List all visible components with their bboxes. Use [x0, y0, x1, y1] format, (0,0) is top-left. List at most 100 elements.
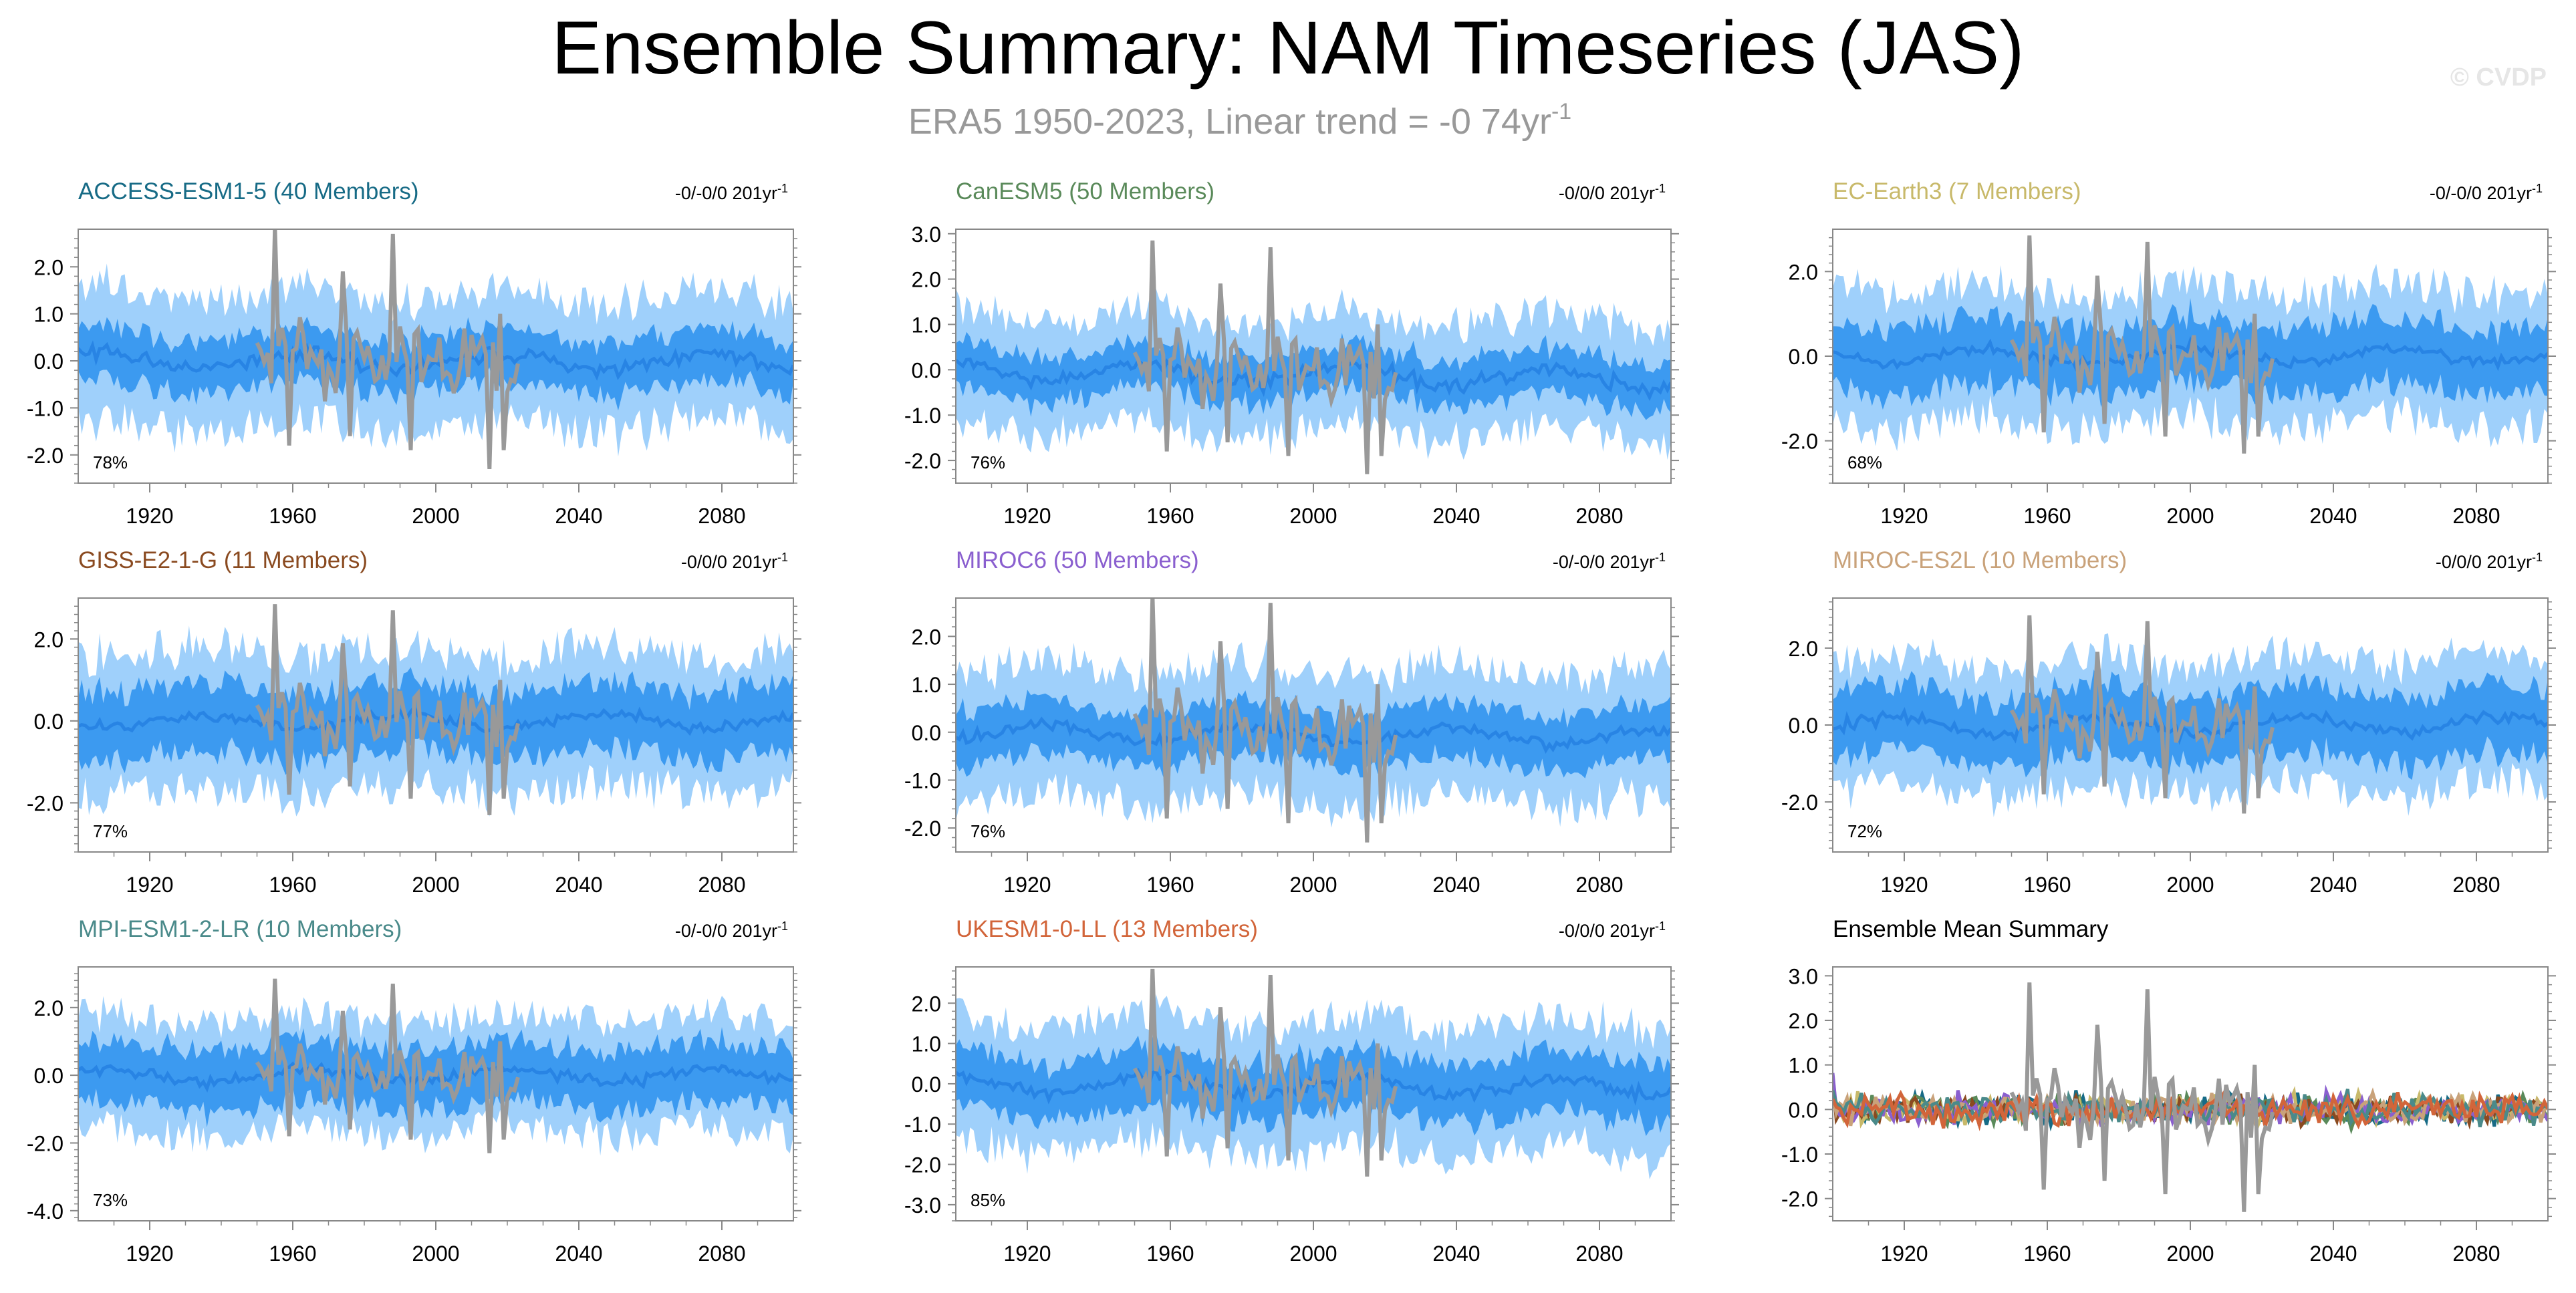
x-tick-label: 2000: [412, 504, 459, 528]
x-tick-label: 2000: [1289, 504, 1337, 528]
y-tick-label: -2.0: [27, 1131, 63, 1155]
plot-area: [956, 240, 1671, 474]
x-tick-label: 1960: [1146, 504, 1194, 528]
y-tick-label: -1.0: [1781, 1143, 1818, 1167]
y-tick-label: -2.0: [1781, 1187, 1818, 1211]
panel-title: MIROC-ES2L (10 Members): [1833, 547, 2127, 573]
panel-percentage: 73%: [93, 1190, 128, 1210]
inner-spread-band: [956, 690, 1671, 778]
chart-panel: -2.0 0.0 2.0 1920 1960 2000 2040 2080 EC-Earth3 …: [1781, 178, 2556, 528]
panel-title: ACCESS-ESM1-5 (40 Members): [78, 178, 419, 204]
y-tick-label: 2.0: [1789, 260, 1818, 284]
x-tick-label: 2080: [2452, 1242, 2500, 1266]
y-tick-label: 0.0: [912, 358, 941, 382]
y-tick-label: -1.0: [904, 1113, 941, 1137]
x-tick-label: 2080: [1575, 873, 1623, 897]
panel-percentage: 76%: [971, 452, 1005, 472]
x-tick-label: 2080: [1575, 1242, 1623, 1266]
y-tick-label: 1.0: [912, 1032, 941, 1056]
panel-title: GISS-E2-1-G (11 Members): [78, 547, 368, 573]
ensemble-mean-line: [1833, 335, 2548, 372]
panel-percentage: 85%: [971, 1190, 1005, 1210]
plot-area: [78, 978, 793, 1156]
x-tick-label: 1960: [269, 1242, 316, 1266]
x-tick-label: 2000: [1289, 1242, 1337, 1266]
y-tick-label: -2.0: [904, 817, 941, 841]
x-tick-label: 1960: [1146, 873, 1194, 897]
y-tick-label: -3.0: [904, 1193, 941, 1217]
y-tick-label: -2.0: [1781, 430, 1818, 454]
y-tick-label: -4.0: [27, 1199, 63, 1224]
y-tick-label: 3.0: [1789, 964, 1818, 988]
plot-area: [1833, 982, 2548, 1212]
panel-trend-text: -0/0/0 201yr: [1559, 183, 1655, 203]
panel-title: MIROC6 (50 Members): [956, 547, 1199, 573]
y-tick-label: 2.0: [1789, 637, 1818, 661]
plot-area: [1833, 615, 2548, 817]
x-tick-label: 2040: [1432, 873, 1480, 897]
chart-panel: -2.0 -1.0 0.0 1.0 2.0 3.0 1920 1960 2000 2040 2080…: [1781, 916, 2556, 1266]
x-tick-label: 2040: [555, 504, 602, 528]
y-tick-label: -1.0: [904, 404, 941, 428]
panel-trend-exp: -1: [2532, 182, 2543, 195]
y-tick-label: -2.0: [904, 449, 941, 473]
ensemble-mean-line: [1833, 706, 2548, 746]
panel-trend: -0/-0/0 201yr-1: [675, 919, 788, 941]
panel-trend-exp: -1: [1655, 182, 1666, 195]
panel-trend: -0/-0/0 201yr-1: [2430, 182, 2543, 203]
y-tick-label: 0.0: [34, 349, 63, 374]
x-tick-label: 1920: [126, 873, 173, 897]
y-tick-label: 2.0: [34, 627, 63, 652]
x-tick-label: 1960: [269, 504, 316, 528]
y-tick-label: 0.0: [1789, 345, 1818, 369]
x-tick-label: 2000: [2166, 1242, 2214, 1266]
x-tick-label: 2080: [698, 504, 745, 528]
panel-title: Ensemble Mean Summary: [1833, 916, 2109, 942]
y-tick-label: 0.0: [1789, 714, 1818, 738]
panel-trend-exp: -1: [1655, 919, 1666, 933]
observed-line: [2009, 615, 2275, 814]
panel-trend-text: -0/-0/0 201yr: [2430, 183, 2532, 203]
x-tick-label: 2080: [698, 873, 745, 897]
y-tick-label: 0.0: [34, 710, 63, 734]
y-tick-label: 1.0: [912, 313, 941, 337]
panel-percentage: 76%: [971, 821, 1005, 841]
observed-line: [1132, 968, 1398, 1177]
x-tick-label: 2000: [2166, 504, 2214, 528]
figure-subtitle-text: ERA5 1950-2023, Linear trend = -0 74yr: [908, 102, 1551, 142]
plot-area: [78, 604, 793, 817]
x-tick-label: 1960: [2023, 504, 2071, 528]
chart-panel: -4.0 -2.0 0.0 2.0 1920 1960 2000 2040 2080 MPI-ES…: [27, 916, 801, 1266]
y-tick-label: 2.0: [1789, 1009, 1818, 1033]
x-tick-label: 2040: [2309, 873, 2357, 897]
panel-trend-exp: -1: [2532, 551, 2543, 564]
y-tick-label: -1.0: [27, 396, 63, 420]
panel-title: MPI-ESM1-2-LR (10 Members): [78, 916, 402, 942]
x-tick-label: 2000: [412, 873, 459, 897]
x-tick-label: 2000: [1289, 873, 1337, 897]
y-tick-label: 0.0: [912, 1072, 941, 1097]
observed-line: [255, 229, 520, 469]
panel-title: UKESM1-0-LL (13 Members): [956, 916, 1258, 942]
chart-panel: -2.0 -1.0 0.0 1.0 2.0 1920 1960 2000 2040 2080 ACC…: [27, 178, 801, 528]
y-tick-label: 1.0: [34, 303, 63, 327]
panel-title: EC-Earth3 (7 Members): [1833, 178, 2081, 204]
chart-panel: -3.0 -2.0 -1.0 0.0 1.0 2.0 1920 1960 2000 2040 208…: [904, 916, 1679, 1266]
y-tick-label: -2.0: [27, 791, 63, 815]
panel-trend-text: -0/-0/0 201yr: [675, 183, 777, 203]
x-tick-label: 1960: [269, 873, 316, 897]
panel-trend: -0/0/0 201yr-1: [1559, 919, 1666, 941]
panel-title: CanESM5 (50 Members): [956, 178, 1214, 204]
x-tick-label: 1920: [1003, 873, 1051, 897]
watermark: © CVDP: [2450, 63, 2547, 92]
x-tick-label: 1920: [1003, 504, 1051, 528]
x-tick-label: 2040: [2309, 504, 2357, 528]
x-tick-label: 1920: [1003, 1242, 1051, 1266]
y-tick-label: 2.0: [912, 992, 941, 1016]
figure-title: Ensemble Summary: NAM Timeseries (JAS): [551, 6, 2024, 90]
x-tick-label: 2000: [412, 1242, 459, 1266]
panel-trend-exp: -1: [777, 182, 788, 195]
plot-area: [1833, 235, 2548, 454]
y-tick-label: 2.0: [34, 255, 63, 279]
